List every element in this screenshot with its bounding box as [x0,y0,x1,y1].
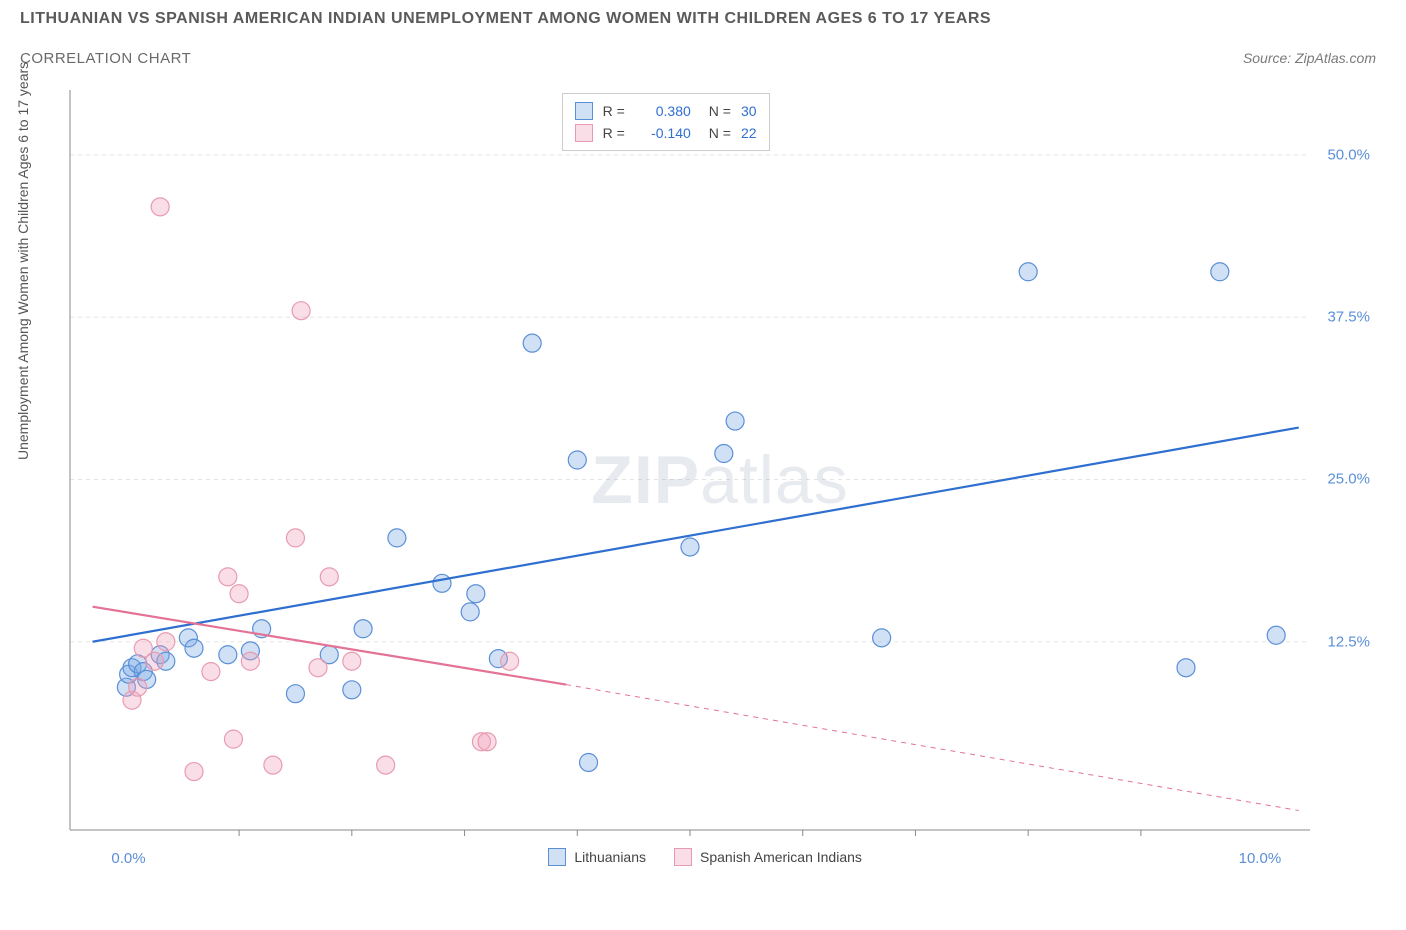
y-tick-label: 12.5% [1327,633,1370,650]
trend-line-extrapolated [566,685,1299,811]
data-point [286,685,304,703]
data-point [224,730,242,748]
legend-n-value: 22 [741,125,757,141]
legend-item: Lithuanians [548,848,646,866]
data-point [873,629,891,647]
data-point [1211,263,1229,281]
data-point [388,529,406,547]
data-point [715,445,733,463]
data-point [467,585,485,603]
data-point [580,753,598,771]
data-point [1177,659,1195,677]
data-point [501,652,519,670]
data-point [377,756,395,774]
legend-r-label: R = [603,125,625,141]
correlation-legend: R = 0.380 N = 30 R = -0.140 N = 22 [562,93,770,151]
chart-subtitle: CORRELATION CHART [20,50,191,67]
data-point [157,633,175,651]
legend-swatch [674,848,692,866]
source-credit: Source: ZipAtlas.com [1243,50,1376,66]
data-point [286,529,304,547]
data-point [568,451,586,469]
legend-r-value: -0.140 [635,125,691,141]
legend-n-label: N = [709,125,731,141]
legend-swatch [575,102,593,120]
data-point [146,652,164,670]
data-point [343,681,361,699]
legend-r-value: 0.380 [635,103,691,119]
data-point [461,603,479,621]
x-tick-label: 10.0% [1239,850,1282,867]
y-axis-label: Unemployment Among Women with Children A… [15,62,31,460]
data-point [219,568,237,586]
y-tick-label: 25.0% [1327,471,1370,488]
data-point [478,733,496,751]
legend-row: R = -0.140 N = 22 [575,122,757,144]
data-point [241,652,259,670]
chart-area: ZIPatlas R = 0.380 N = 30 R = -0.140 N =… [60,85,1380,875]
legend-item: Spanish American Indians [674,848,862,866]
legend-label: Lithuanians [574,849,646,865]
legend-n-value: 30 [741,103,757,119]
legend-label: Spanish American Indians [700,849,862,865]
data-point [1019,263,1037,281]
legend-n-label: N = [709,103,731,119]
trend-line [93,428,1299,642]
data-point [681,538,699,556]
data-point [129,678,147,696]
data-point [726,412,744,430]
data-point [219,646,237,664]
data-point [185,639,203,657]
data-point [309,659,327,677]
data-point [202,663,220,681]
data-point [151,198,169,216]
data-point [185,763,203,781]
data-point [264,756,282,774]
data-point [292,302,310,320]
data-point [230,585,248,603]
data-point [523,334,541,352]
data-point [1267,626,1285,644]
legend-r-label: R = [603,103,625,119]
scatter-plot [60,85,1380,875]
y-tick-label: 37.5% [1327,309,1370,326]
series-legend: Lithuanians Spanish American Indians [548,848,862,866]
data-point [343,652,361,670]
y-tick-label: 50.0% [1327,146,1370,163]
legend-swatch [548,848,566,866]
data-point [354,620,372,638]
chart-title: LITHUANIAN VS SPANISH AMERICAN INDIAN UN… [20,10,991,28]
data-point [433,574,451,592]
legend-swatch [575,124,593,142]
data-point [320,568,338,586]
x-tick-label: 0.0% [111,850,145,867]
legend-row: R = 0.380 N = 30 [575,100,757,122]
